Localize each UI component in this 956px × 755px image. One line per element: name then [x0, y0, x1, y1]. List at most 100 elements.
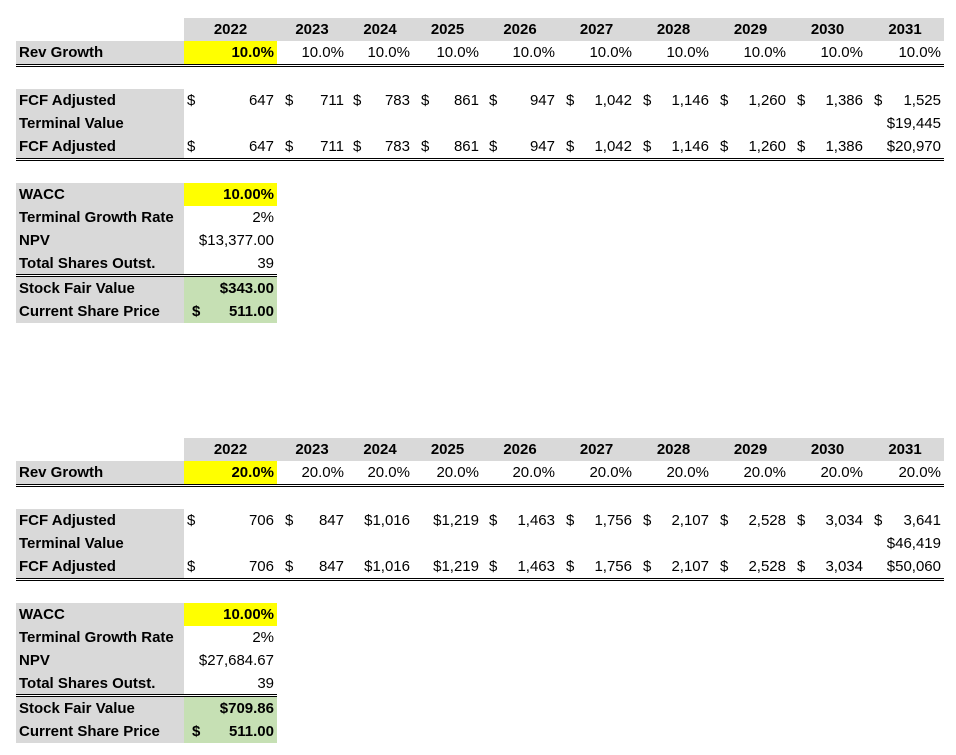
- year-cell[interactable]: 2022: [213, 21, 248, 38]
- fcf-cell[interactable]: 3,641: [903, 512, 941, 529]
- rev-growth-cell[interactable]: 10.0%: [301, 44, 344, 61]
- year-cell[interactable]: 2029: [733, 21, 768, 38]
- terminal-growth-cell[interactable]: 2%: [252, 629, 274, 646]
- rev-growth-cell[interactable]: 20.0%: [367, 464, 410, 481]
- rev-growth-cell[interactable]: 10.0%: [367, 44, 410, 61]
- fcf-cell[interactable]: 1,463: [517, 512, 555, 529]
- year-cell[interactable]: 2025: [430, 441, 465, 458]
- fcf-total-cell[interactable]: 861: [453, 138, 479, 155]
- year-cell[interactable]: 2022: [213, 441, 248, 458]
- fcf-total-cell[interactable]: 647: [248, 138, 274, 155]
- rev-growth-input[interactable]: 10.0%: [184, 41, 277, 64]
- fcf-total-cell[interactable]: $20,970: [886, 138, 941, 155]
- rev-growth-cell[interactable]: 20.0%: [436, 464, 479, 481]
- wacc-input[interactable]: 10.00%: [184, 183, 277, 206]
- rev-growth-cell[interactable]: 20.0%: [512, 464, 555, 481]
- fcf-total-cell[interactable]: 706: [248, 558, 274, 575]
- fcf-total-cell[interactable]: 783: [384, 138, 410, 155]
- rev-growth-cell[interactable]: 20.0%: [666, 464, 709, 481]
- fcf-total-cell[interactable]: $1,016: [364, 558, 410, 575]
- current-share-price-cell[interactable]: 511.00: [228, 723, 274, 740]
- fcf-total-cell[interactable]: $1,219: [433, 558, 479, 575]
- fcf-total-cell[interactable]: 711: [320, 138, 344, 155]
- fcf-total-cell[interactable]: 1,463: [517, 558, 555, 575]
- stock-fair-value-cell[interactable]: $343.00: [184, 277, 277, 300]
- wacc-input[interactable]: 10.00%: [184, 603, 277, 626]
- rev-growth-cell[interactable]: 10.0%: [436, 44, 479, 61]
- year-cell[interactable]: 2027: [579, 441, 614, 458]
- year-cell[interactable]: 2029: [733, 441, 768, 458]
- fcf-total-cell[interactable]: 3,034: [825, 558, 863, 575]
- fcf-cell[interactable]: 783: [384, 92, 410, 109]
- npv-cell[interactable]: $27,684.67: [198, 652, 274, 669]
- currency-symbol: $: [566, 512, 575, 529]
- terminal-value-cell[interactable]: $19,445: [886, 115, 941, 132]
- fcf-cell[interactable]: 3,034: [825, 512, 863, 529]
- rev-growth-cell[interactable]: 10.0%: [512, 44, 555, 61]
- year-cell[interactable]: 2024: [363, 21, 397, 38]
- rev-growth-cell[interactable]: 10.0%: [589, 44, 632, 61]
- fcf-cell[interactable]: $1,219: [433, 512, 479, 529]
- fcf-cell[interactable]: 2,528: [748, 512, 786, 529]
- fcf-total-cell[interactable]: 1,386: [825, 138, 863, 155]
- fcf-cell[interactable]: 861: [453, 92, 479, 109]
- fcf-cell[interactable]: 647: [248, 92, 274, 109]
- year-cell[interactable]: 2031: [888, 441, 922, 458]
- rev-growth-cell[interactable]: 10.0%: [743, 44, 786, 61]
- currency-symbol: $: [489, 512, 498, 529]
- year-cell[interactable]: 2023: [295, 441, 329, 458]
- fcf-cell[interactable]: 1,260: [748, 92, 786, 109]
- fcf-cell[interactable]: 1,386: [825, 92, 863, 109]
- rev-growth-cell[interactable]: 20.0%: [301, 464, 344, 481]
- year-cell[interactable]: 2027: [579, 21, 614, 38]
- rev-growth-cell[interactable]: 10.0%: [820, 44, 863, 61]
- fcf-cell[interactable]: $1,016: [364, 512, 410, 529]
- fcf-adjusted-total-label: FCF Adjusted: [16, 135, 184, 158]
- fcf-cell[interactable]: 1,525: [903, 92, 941, 109]
- fcf-cell[interactable]: 1,146: [671, 92, 709, 109]
- rev-growth-cell[interactable]: 20.0%: [589, 464, 632, 481]
- fcf-cell[interactable]: 1,042: [594, 92, 632, 109]
- year-cell[interactable]: 2023: [295, 21, 329, 38]
- rev-growth-cell[interactable]: 10.0%: [666, 44, 709, 61]
- terminal-value-cell[interactable]: $46,419: [886, 535, 941, 552]
- year-cell[interactable]: 2024: [363, 441, 397, 458]
- rev-growth-cell[interactable]: 20.0%: [820, 464, 863, 481]
- fcf-total-cell[interactable]: 1,042: [594, 138, 632, 155]
- currency-symbol: $: [874, 92, 883, 109]
- year-cell[interactable]: 2025: [430, 21, 465, 38]
- year-cell[interactable]: 2030: [810, 21, 845, 38]
- year-cell[interactable]: 2030: [810, 441, 845, 458]
- fcf-total-cell[interactable]: 947: [529, 138, 555, 155]
- fcf-total-cell[interactable]: 1,146: [671, 138, 709, 155]
- fcf-cell[interactable]: 1,756: [594, 512, 632, 529]
- rev-growth-input[interactable]: 20.0%: [184, 461, 277, 484]
- rev-growth-cell[interactable]: 20.0%: [743, 464, 786, 481]
- rev-growth-cell[interactable]: 10.0%: [898, 44, 941, 61]
- year-cell[interactable]: 2026: [503, 21, 537, 38]
- rev-growth-cell[interactable]: 20.0%: [898, 464, 941, 481]
- fcf-total-cell[interactable]: 847: [318, 558, 344, 575]
- year-cell[interactable]: 2026: [503, 441, 537, 458]
- terminal-growth-cell[interactable]: 2%: [252, 209, 274, 226]
- fcf-cell[interactable]: 711: [320, 92, 344, 109]
- year-cell[interactable]: 2028: [656, 441, 691, 458]
- shares-outstanding-cell[interactable]: 39: [257, 675, 274, 692]
- fcf-total-cell[interactable]: 2,528: [748, 558, 786, 575]
- fcf-cell[interactable]: 847: [318, 512, 344, 529]
- fcf-cell[interactable]: 706: [248, 512, 274, 529]
- fcf-cell[interactable]: 2,107: [671, 512, 709, 529]
- fcf-total-cell[interactable]: 1,756: [594, 558, 632, 575]
- terminal-growth-label: Terminal Growth Rate: [16, 206, 184, 229]
- year-cell[interactable]: 2028: [656, 21, 691, 38]
- npv-cell[interactable]: $13,377.00: [198, 232, 274, 249]
- fcf-total-cell[interactable]: 1,260: [748, 138, 786, 155]
- fcf-cell[interactable]: 947: [529, 92, 555, 109]
- fcf-total-cell[interactable]: $50,060: [886, 558, 941, 575]
- shares-outstanding-cell[interactable]: 39: [257, 255, 274, 272]
- current-share-price-cell[interactable]: 511.00: [228, 303, 274, 320]
- npv-label: NPV: [16, 229, 184, 252]
- stock-fair-value-cell[interactable]: $709.86: [184, 697, 277, 720]
- year-cell[interactable]: 2031: [888, 21, 922, 38]
- fcf-total-cell[interactable]: 2,107: [671, 558, 709, 575]
